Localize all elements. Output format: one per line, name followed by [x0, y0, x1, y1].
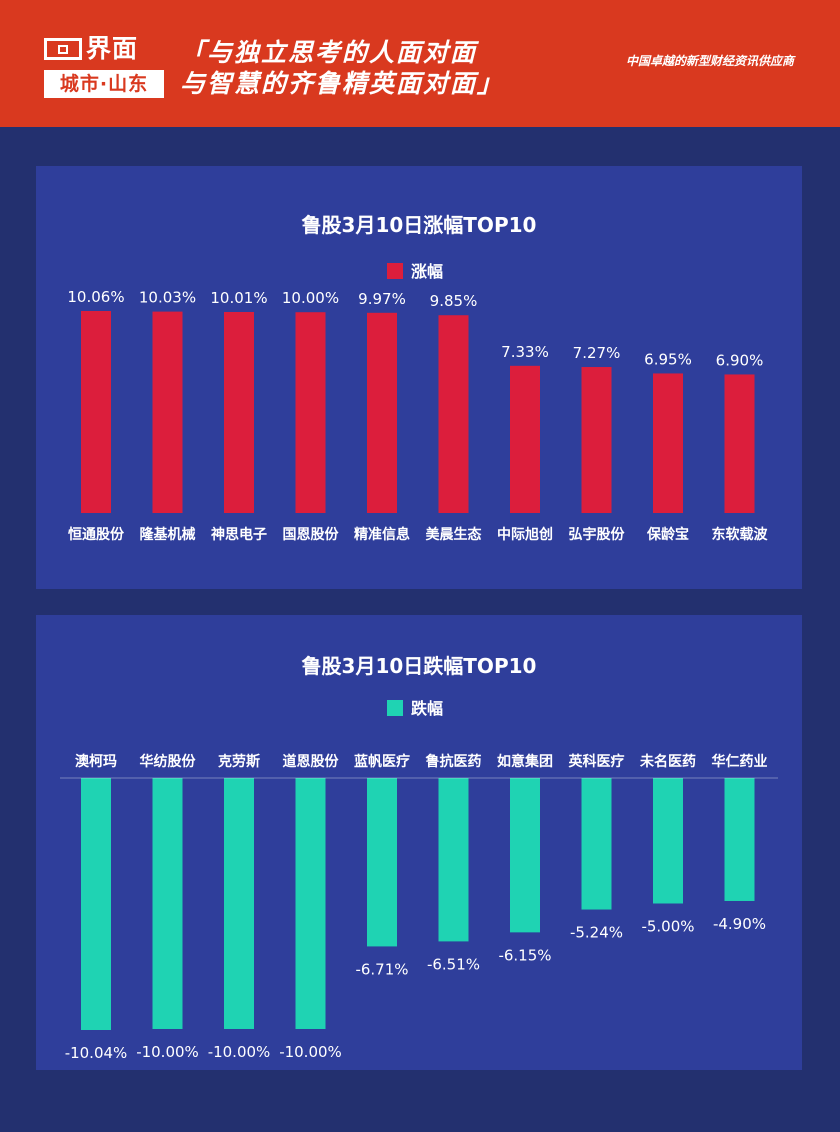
- losers-chart-panel: 鲁股3月10日跌幅TOP10 跌幅 -10.04% 澳柯玛 -10.00% 华纺股份 -10…: [36, 615, 802, 1070]
- gainers-chart-panel: 鲁股3月10日涨幅TOP10 涨幅 10.06% 恒通股份 10.03% 隆基机械 10.0…: [36, 166, 802, 589]
- logo-brand-text: 界面: [86, 34, 139, 63]
- bar: [152, 311, 183, 513]
- data-label: 10.03%: [139, 289, 196, 307]
- data-label: -6.71%: [355, 960, 408, 978]
- bar: [438, 778, 469, 942]
- logo-brand-row: 界面: [44, 34, 164, 64]
- category-label: 隆基机械: [140, 526, 196, 543]
- category-label: 弘宇股份: [569, 526, 626, 543]
- category-label: 英科医疗: [568, 753, 625, 770]
- legend-label: 跌幅: [411, 699, 443, 718]
- chart-title: 鲁股3月10日跌幅TOP10: [302, 654, 537, 678]
- data-label: 10.00%: [282, 289, 339, 307]
- category-label: 如意集团: [497, 753, 553, 770]
- data-label: -10.00%: [136, 1043, 199, 1061]
- data-label: 7.33%: [501, 343, 549, 361]
- data-label: -5.24%: [570, 924, 623, 942]
- bar: [152, 778, 183, 1029]
- legend-swatch: [387, 700, 403, 716]
- bar: [653, 778, 683, 904]
- data-label: 9.97%: [358, 290, 406, 308]
- data-label: 9.85%: [430, 292, 478, 310]
- bar: [81, 311, 111, 513]
- category-label: 神思电子: [211, 526, 267, 543]
- bar: [367, 312, 397, 513]
- category-label: 澳柯玛: [75, 753, 117, 770]
- category-label: 保龄宝: [646, 526, 689, 543]
- slogan-line-2: 与智慧的齐鲁精英面对面」: [180, 69, 505, 98]
- logo-mark-icon: [44, 38, 82, 60]
- legend-label: 涨幅: [411, 262, 443, 281]
- bar: [724, 778, 755, 901]
- bar: [581, 778, 612, 910]
- bar: [295, 778, 326, 1029]
- bar: [510, 365, 540, 513]
- losers-chart: 鲁股3月10日跌幅TOP10 跌幅 -10.04% 澳柯玛 -10.00% 华纺股份 -10…: [60, 654, 778, 1062]
- legend-swatch: [387, 263, 403, 279]
- category-label: 东软载波: [712, 526, 769, 543]
- data-label: -10.04%: [65, 1044, 128, 1062]
- data-label: 6.90%: [716, 351, 764, 369]
- data-label: -10.00%: [208, 1043, 271, 1061]
- category-label: 未名医药: [640, 753, 696, 770]
- bar: [224, 778, 254, 1029]
- category-label: 恒通股份: [68, 526, 125, 543]
- data-label: 7.27%: [573, 344, 621, 362]
- category-label: 克劳斯: [218, 753, 260, 770]
- bar: [653, 373, 683, 513]
- bar: [81, 778, 111, 1030]
- bar: [295, 312, 326, 513]
- logo-city-text: 城市·山东: [44, 70, 164, 98]
- bar: [581, 367, 612, 513]
- brand-logo: 界面 城市·山东: [44, 34, 164, 98]
- category-label: 道恩股份: [283, 753, 340, 770]
- category-label: 蓝帆医疗: [354, 753, 410, 770]
- data-label: -5.00%: [641, 917, 694, 935]
- slogan-line-1: 「与独立思考的人面对面: [180, 38, 478, 67]
- category-label: 美晨生态: [426, 526, 482, 543]
- category-label: 中际旭创: [497, 526, 553, 543]
- bar: [367, 778, 397, 947]
- bar: [438, 315, 469, 513]
- category-label: 精准信息: [354, 526, 410, 543]
- data-label: -4.90%: [713, 915, 766, 933]
- data-label: -6.15%: [498, 946, 551, 964]
- bar: [724, 374, 755, 513]
- data-label: 6.95%: [644, 350, 692, 368]
- category-label: 国恩股份: [283, 526, 340, 543]
- category-label: 鲁抗医药: [425, 753, 482, 770]
- gainers-chart: 鲁股3月10日涨幅TOP10 涨幅 10.06% 恒通股份 10.03% 隆基机械 10.0…: [67, 213, 769, 543]
- tagline: 中国卓越的新型财经资讯供应商: [625, 54, 794, 68]
- category-label: 华纺股份: [140, 753, 197, 770]
- data-label: -10.00%: [279, 1043, 342, 1061]
- header-banner: 界面 城市·山东 「与独立思考的人面对面 与智慧的齐鲁精英面对面」 中国卓越的新…: [0, 0, 840, 127]
- data-label: 10.06%: [67, 288, 124, 306]
- data-label: -6.51%: [427, 955, 480, 973]
- category-label: 华仁药业: [712, 753, 768, 770]
- data-label: 10.01%: [210, 289, 267, 307]
- bar: [510, 778, 540, 933]
- chart-title: 鲁股3月10日涨幅TOP10: [302, 213, 537, 237]
- bar: [224, 312, 254, 513]
